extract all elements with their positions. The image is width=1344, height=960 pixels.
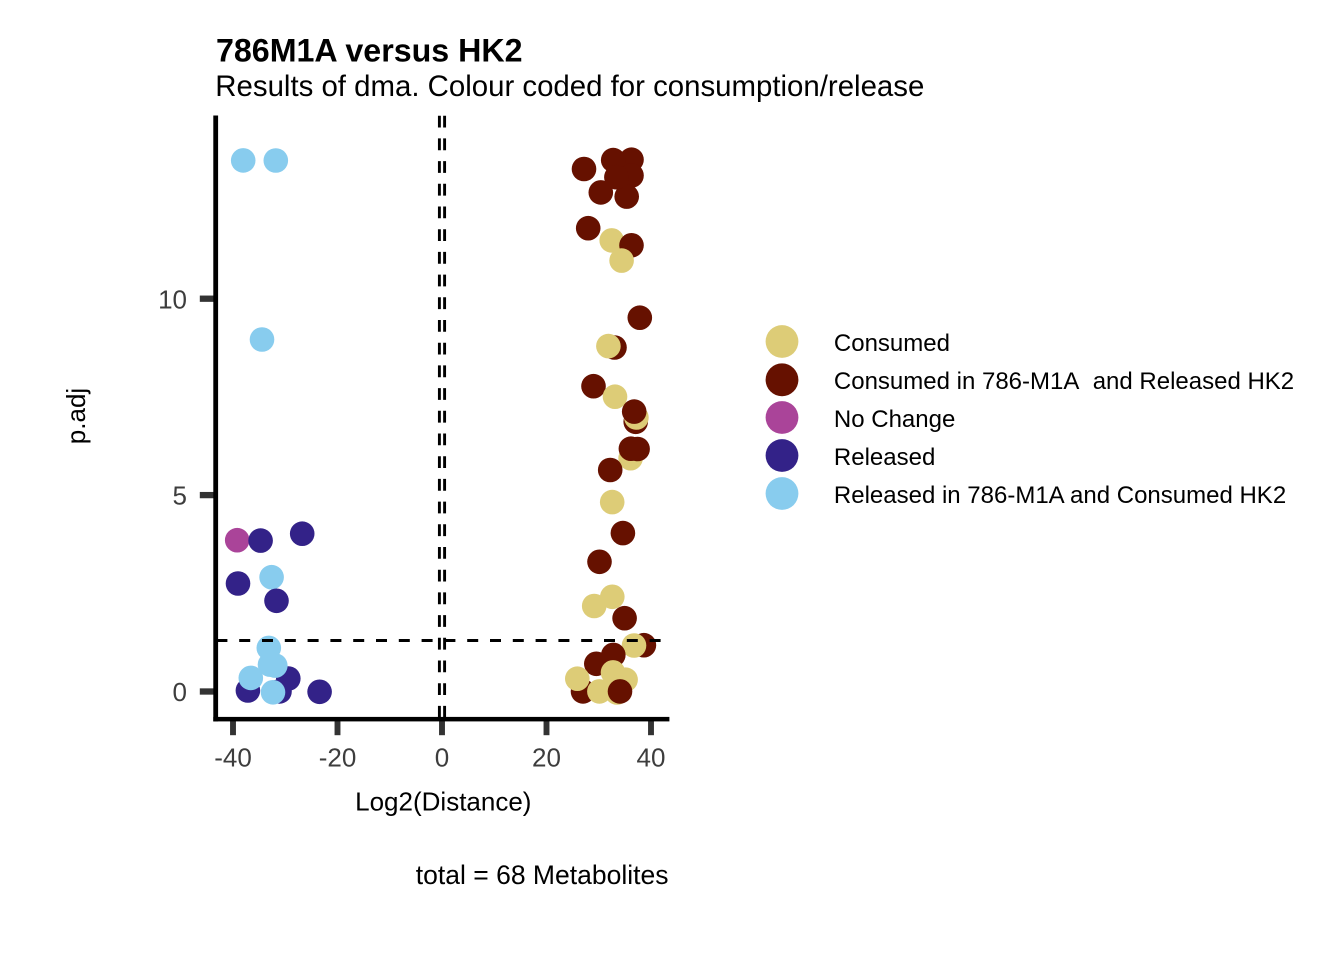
svg-text:20: 20 bbox=[532, 743, 561, 773]
svg-text:Released in 786-M1A and Consum: Released in 786-M1A and Consumed HK2 bbox=[834, 482, 1286, 509]
svg-text:total = 68 Metabolites: total = 68 Metabolites bbox=[416, 860, 669, 890]
svg-text:Consumed: Consumed bbox=[834, 330, 950, 357]
svg-text:10: 10 bbox=[158, 284, 187, 314]
svg-text:-20: -20 bbox=[319, 743, 357, 773]
svg-text:Results of dma. Colour coded f: Results of dma. Colour coded for consump… bbox=[215, 70, 924, 103]
svg-text:-40: -40 bbox=[214, 743, 252, 773]
svg-text:5: 5 bbox=[173, 481, 187, 511]
svg-text:Consumed in 786-M1A and Relea: Consumed in 786-M1A and Released HK2 bbox=[834, 368, 1294, 395]
svg-text:40: 40 bbox=[637, 743, 666, 773]
svg-text:p.adj: p.adj bbox=[61, 388, 91, 444]
svg-text:Log2(Distance): Log2(Distance) bbox=[355, 786, 531, 816]
svg-text:0: 0 bbox=[173, 677, 187, 707]
svg-text:0: 0 bbox=[435, 743, 449, 773]
svg-text:786M1A versus HK2: 786M1A versus HK2 bbox=[216, 33, 523, 69]
svg-text:No Change: No Change bbox=[834, 406, 955, 433]
svg-text:Released: Released bbox=[834, 444, 935, 471]
